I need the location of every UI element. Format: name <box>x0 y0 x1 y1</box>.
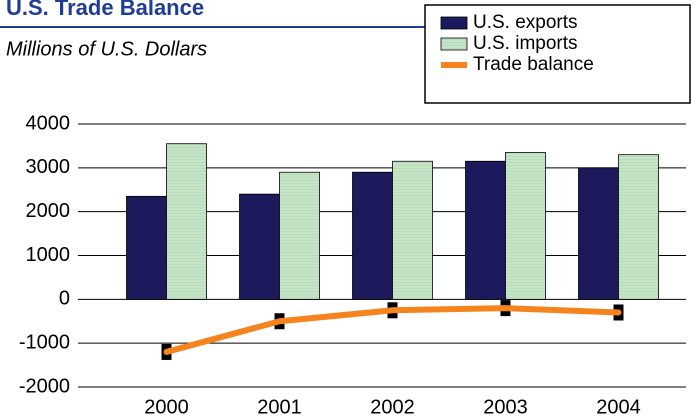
bar <box>618 154 659 300</box>
y-tick-label: 2000 <box>26 200 71 222</box>
bar <box>126 195 167 300</box>
legend-box <box>424 4 691 104</box>
bar <box>239 193 280 300</box>
y-tick-label: -1000 <box>19 331 70 353</box>
bar <box>392 160 433 300</box>
x-tick-label: 2002 <box>370 396 415 418</box>
bar <box>279 171 320 300</box>
y-tick-label: 4000 <box>26 112 71 134</box>
x-tick-label: 2001 <box>257 396 302 418</box>
bar <box>505 152 546 300</box>
chart-subtitle: Millions of U.S. Dollars <box>6 38 207 60</box>
bar <box>578 167 619 300</box>
bar <box>352 171 393 300</box>
legend-swatch <box>440 37 468 51</box>
y-tick-label: 3000 <box>26 156 71 178</box>
legend-label: U.S. exports <box>473 12 578 33</box>
y-tick-label: 0 <box>59 288 70 310</box>
y-tick-label: 1000 <box>26 244 71 266</box>
x-tick-label: 2003 <box>483 396 528 418</box>
bar <box>465 160 506 300</box>
x-tick-label: 2000 <box>144 396 189 418</box>
bar <box>166 143 207 300</box>
y-tick-label: -2000 <box>19 375 70 397</box>
legend-label: U.S. imports <box>473 33 578 54</box>
legend-swatch <box>440 16 468 30</box>
chart-title: U.S. Trade Balance <box>6 0 204 20</box>
line <box>163 305 622 355</box>
legend-label: Trade balance <box>473 54 594 75</box>
x-tick-label: 2004 <box>596 396 641 418</box>
